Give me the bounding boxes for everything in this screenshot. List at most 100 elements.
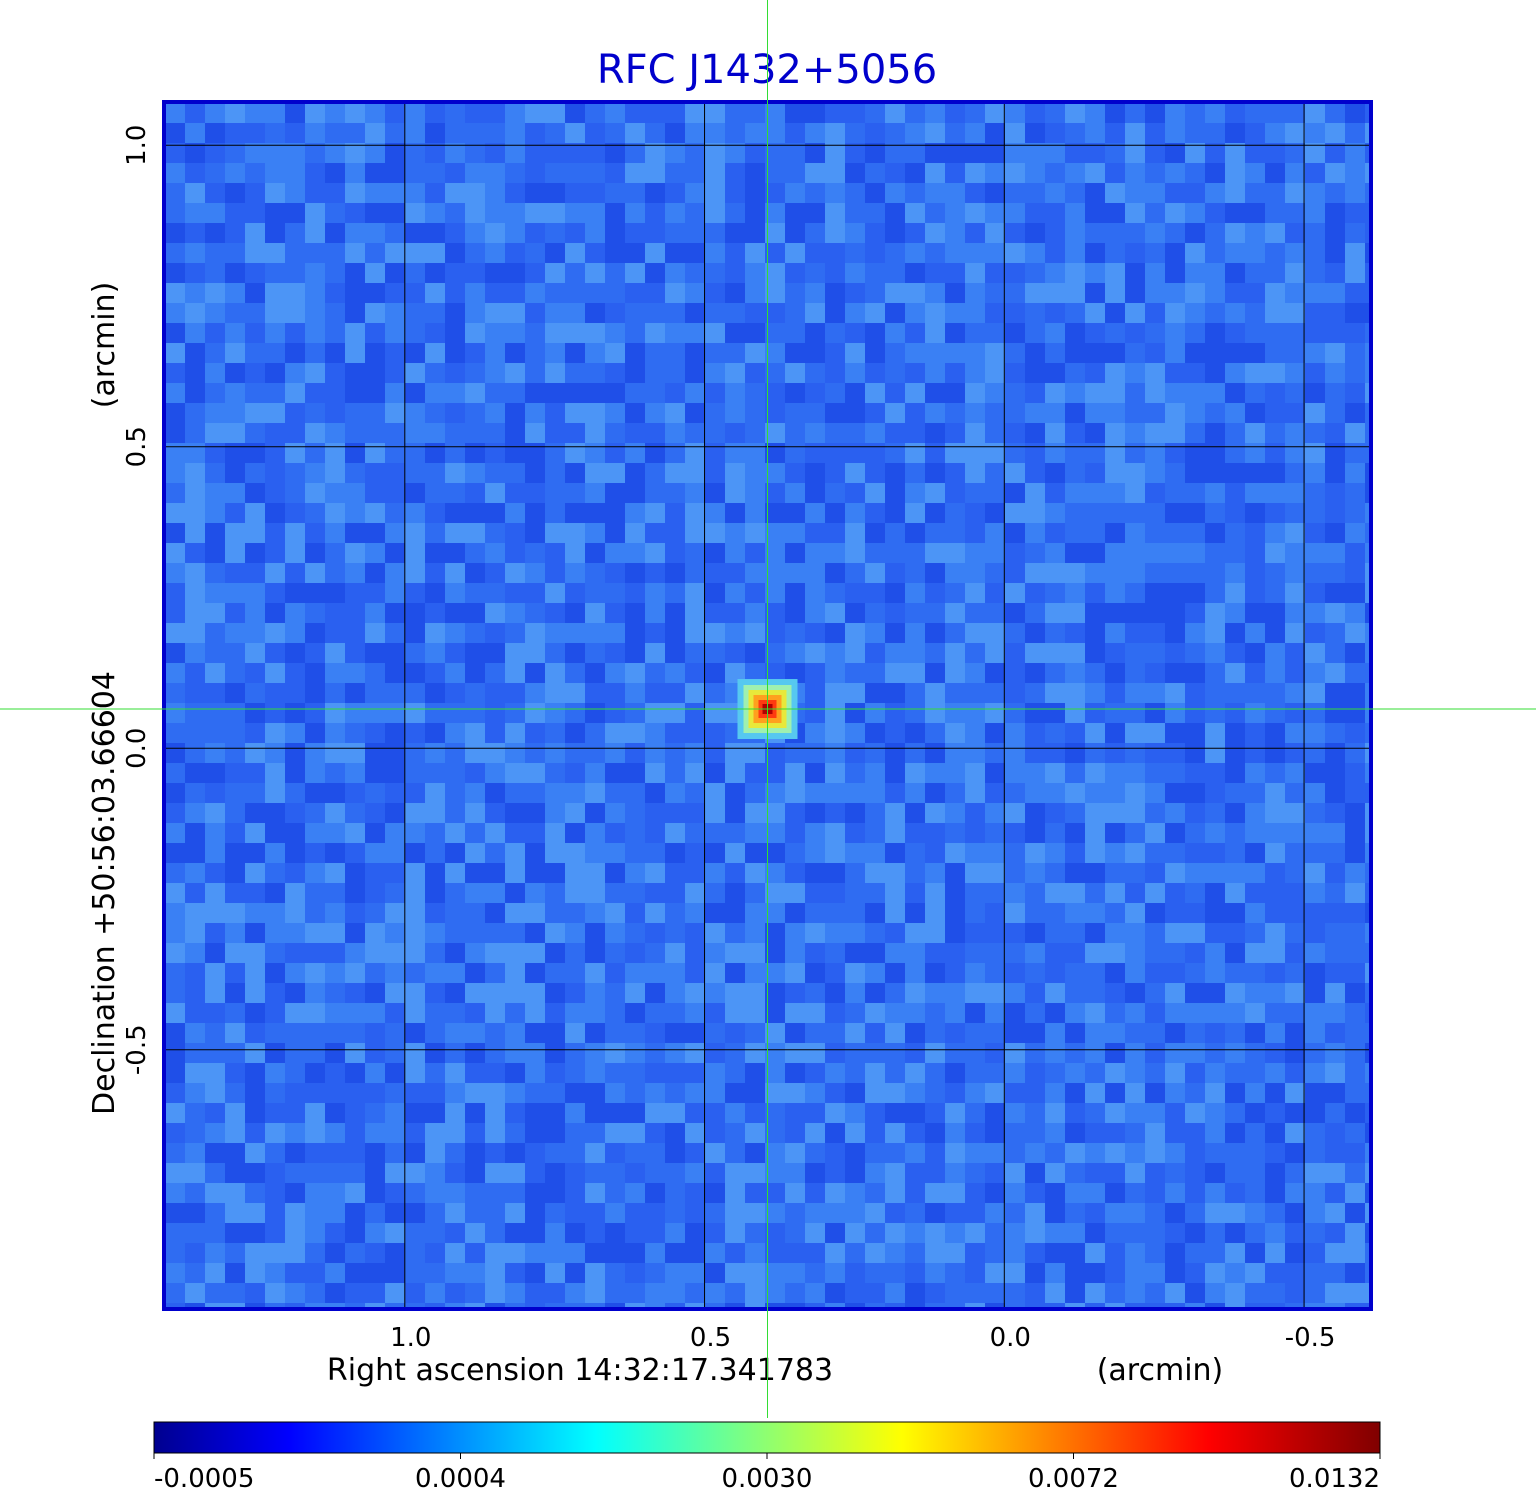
- noise-pixel: [305, 623, 325, 643]
- noise-pixel: [1265, 223, 1285, 243]
- noise-pixel: [265, 1003, 285, 1023]
- noise-pixel: [425, 323, 445, 343]
- noise-pixel: [545, 423, 565, 443]
- noise-pixel: [1345, 263, 1365, 283]
- noise-pixel: [1265, 1103, 1285, 1123]
- noise-pixel: [565, 263, 585, 283]
- noise-pixel: [1205, 843, 1225, 863]
- noise-pixel: [645, 163, 665, 183]
- noise-pixel: [1305, 743, 1325, 763]
- noise-pixel: [965, 223, 985, 243]
- noise-pixel: [385, 723, 405, 743]
- noise-pixel: [565, 283, 585, 303]
- noise-pixel: [645, 503, 665, 523]
- noise-pixel: [1225, 463, 1245, 483]
- noise-pixel: [1205, 583, 1225, 603]
- noise-pixel: [545, 643, 565, 663]
- noise-pixel: [545, 803, 565, 823]
- noise-pixel: [405, 723, 425, 743]
- noise-pixel: [425, 843, 445, 863]
- noise-pixel: [285, 1303, 305, 1309]
- noise-pixel: [1345, 103, 1365, 123]
- noise-pixel: [285, 103, 305, 123]
- noise-pixel: [1065, 763, 1085, 783]
- noise-pixel: [545, 1203, 565, 1223]
- noise-pixel: [905, 163, 925, 183]
- noise-pixel: [1105, 1083, 1125, 1103]
- noise-pixel: [365, 963, 385, 983]
- noise-pixel: [785, 103, 805, 123]
- noise-pixel: [705, 543, 725, 563]
- noise-pixel: [1205, 743, 1225, 763]
- noise-pixel: [1225, 703, 1245, 723]
- noise-pixel: [805, 1263, 825, 1283]
- noise-pixel: [945, 1063, 965, 1083]
- noise-pixel: [825, 723, 845, 743]
- noise-pixel: [1345, 1023, 1365, 1043]
- noise-pixel: [1205, 863, 1225, 883]
- noise-pixel: [265, 663, 285, 683]
- noise-pixel: [725, 543, 745, 563]
- noise-pixel: [1245, 703, 1265, 723]
- noise-pixel: [1145, 163, 1165, 183]
- noise-pixel: [305, 1263, 325, 1283]
- noise-pixel: [1345, 243, 1365, 263]
- noise-pixel: [305, 643, 325, 663]
- noise-pixel: [405, 343, 425, 363]
- noise-pixel: [745, 1063, 765, 1083]
- noise-pixel: [585, 1103, 605, 1123]
- noise-pixel: [325, 383, 345, 403]
- noise-pixel: [1045, 363, 1065, 383]
- noise-pixel: [865, 803, 885, 823]
- noise-pixel: [1265, 283, 1285, 303]
- noise-pixel: [165, 563, 185, 583]
- noise-pixel: [445, 583, 465, 603]
- noise-pixel: [465, 123, 485, 143]
- noise-pixel: [1265, 383, 1285, 403]
- noise-pixel: [465, 663, 485, 683]
- noise-pixel: [325, 523, 345, 543]
- noise-pixel: [985, 683, 1005, 703]
- noise-pixel: [985, 383, 1005, 403]
- noise-pixel: [285, 1163, 305, 1183]
- noise-pixel: [1285, 1043, 1305, 1063]
- noise-pixel: [685, 703, 705, 723]
- noise-pixel: [1345, 223, 1365, 243]
- noise-pixel: [1245, 1143, 1265, 1163]
- noise-pixel: [845, 1003, 865, 1023]
- noise-pixel: [505, 1023, 525, 1043]
- noise-pixel: [1005, 423, 1025, 443]
- noise-pixel: [1285, 643, 1305, 663]
- noise-pixel: [965, 1103, 985, 1123]
- noise-pixel: [885, 383, 905, 403]
- noise-pixel: [1205, 143, 1225, 163]
- noise-pixel: [565, 1163, 585, 1183]
- noise-pixel: [625, 1063, 645, 1083]
- noise-pixel: [305, 1043, 325, 1063]
- noise-pixel: [925, 1103, 945, 1123]
- noise-pixel: [1365, 943, 1370, 963]
- noise-pixel: [665, 1103, 685, 1123]
- noise-pixel: [985, 343, 1005, 363]
- noise-pixel: [765, 563, 785, 583]
- noise-pixel: [285, 903, 305, 923]
- noise-pixel: [545, 223, 565, 243]
- noise-pixel: [965, 903, 985, 923]
- noise-pixel: [1285, 663, 1305, 683]
- noise-pixel: [425, 1083, 445, 1103]
- noise-pixel: [1165, 1143, 1185, 1163]
- noise-pixel: [1205, 923, 1225, 943]
- noise-pixel: [445, 883, 465, 903]
- noise-pixel: [1185, 1183, 1205, 1203]
- noise-pixel: [1025, 563, 1045, 583]
- noise-pixel: [625, 823, 645, 843]
- noise-pixel: [285, 303, 305, 323]
- noise-pixel: [1285, 623, 1305, 643]
- noise-pixel: [545, 743, 565, 763]
- noise-pixel: [265, 963, 285, 983]
- noise-pixel: [685, 443, 705, 463]
- noise-pixel: [1105, 323, 1125, 343]
- noise-pixel: [1365, 1143, 1370, 1163]
- noise-pixel: [1145, 1003, 1165, 1023]
- noise-pixel: [245, 403, 265, 423]
